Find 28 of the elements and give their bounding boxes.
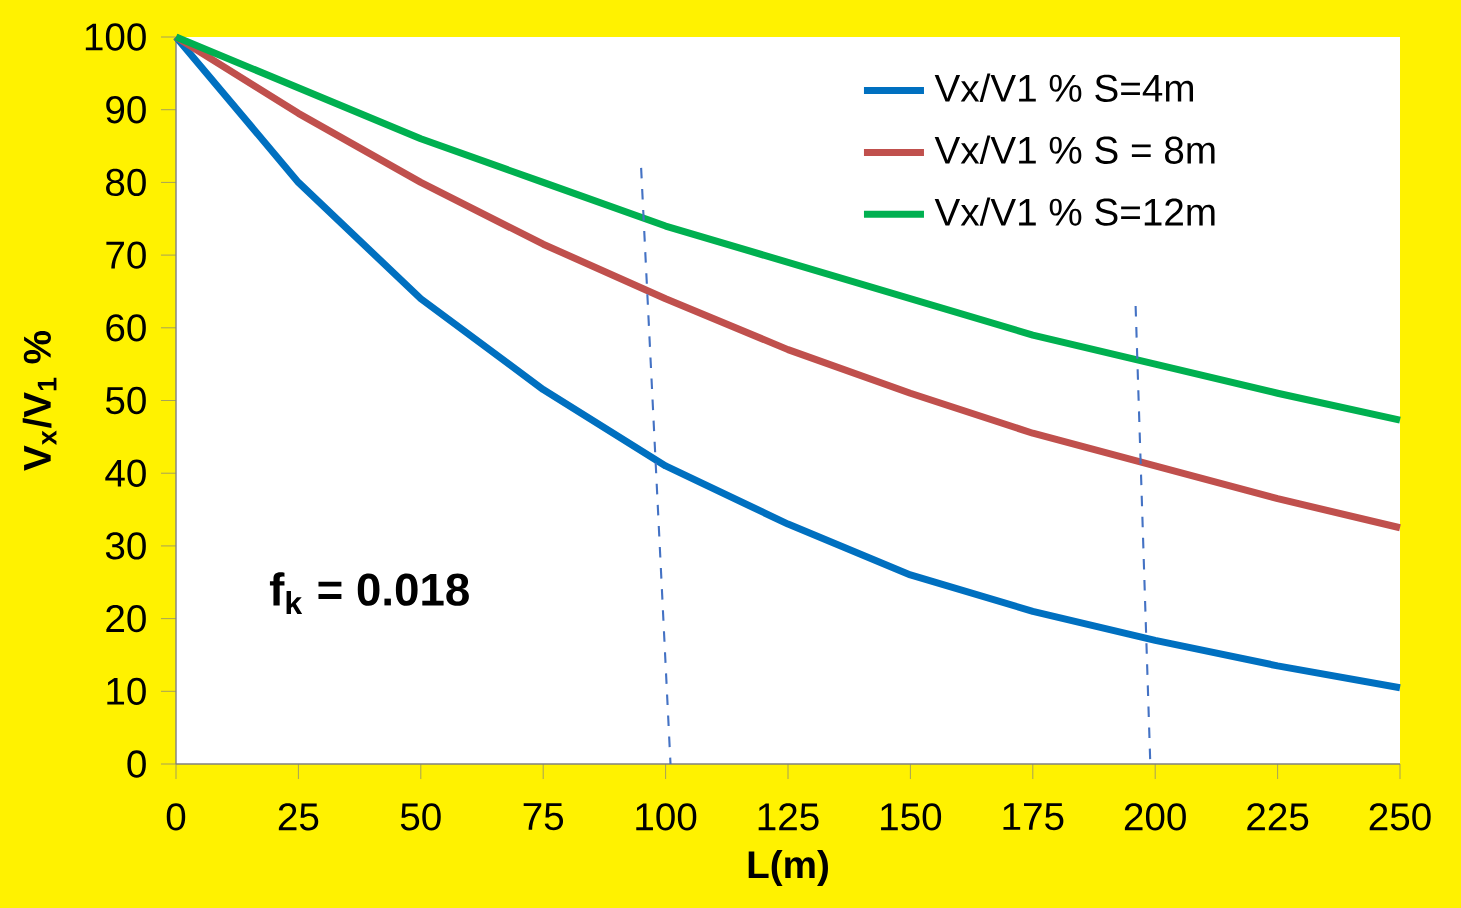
x-tick-label: 50 — [400, 803, 441, 831]
x-tick-label: 0 — [166, 803, 186, 831]
y-tick-label: 80 — [106, 168, 146, 197]
y-tick-label: 50 — [105, 386, 146, 415]
annotation: f$_{k}$ = 0.018 — [269, 572, 469, 615]
y-tick-label: 70 — [106, 241, 146, 269]
y-tick-label: 90 — [106, 96, 146, 124]
x-tick-label: 175 — [1003, 803, 1064, 831]
y-tick-label: 10 — [107, 677, 146, 706]
legend-label: Vx/V1 % S = 8m — [934, 135, 1215, 164]
x-tick-label: 100 — [636, 803, 697, 831]
y-tick-label: 30 — [105, 532, 146, 560]
legend-label: Vx/V1 % S=12m — [934, 197, 1215, 226]
x-tick-label: 125 — [758, 803, 819, 831]
x-tick-label: 25 — [278, 803, 319, 831]
x-tick-label: 150 — [881, 803, 942, 831]
x-tick-label: 200 — [1124, 803, 1186, 831]
x-axis-title: L(m) — [748, 849, 828, 886]
y-axis-title: V$_{x}$/V$_{1}$ % — [22, 331, 57, 471]
x-tick-label: 75 — [523, 803, 564, 831]
x-tick-label: 225 — [1247, 803, 1309, 831]
legend-label: Vx/V1 % S=4m — [934, 73, 1193, 102]
y-tick-label: 40 — [105, 459, 146, 487]
y-tick-label: 60 — [106, 314, 146, 342]
y-tick-label: 20 — [106, 604, 146, 633]
y-tick-label: 0 — [127, 750, 146, 778]
x-tick-label: 250 — [1369, 803, 1431, 831]
y-tick-label: 100 — [85, 23, 146, 51]
